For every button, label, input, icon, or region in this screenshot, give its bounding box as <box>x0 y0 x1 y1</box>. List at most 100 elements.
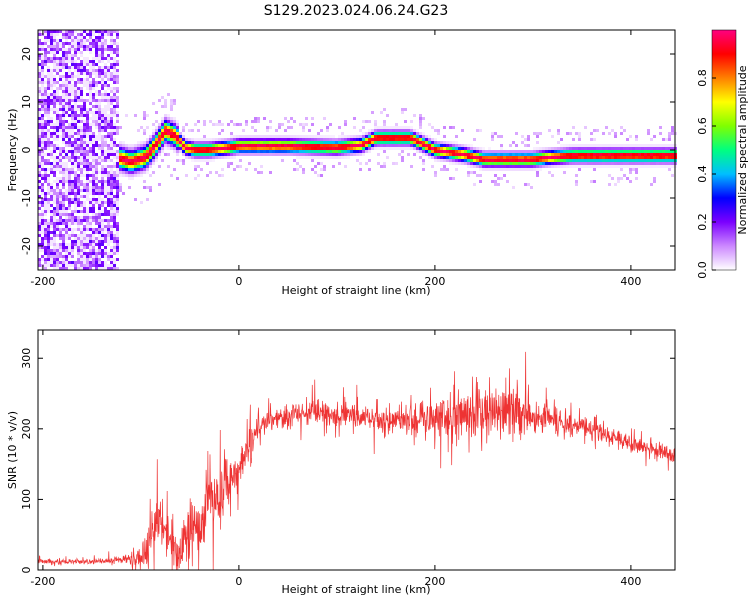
spectrogram-cell <box>95 252 98 255</box>
spectrogram-cell <box>242 147 245 150</box>
spectrogram-cell <box>524 162 527 165</box>
spectrogram-cell <box>332 147 335 150</box>
spectrogram-cell <box>347 138 350 141</box>
spectrogram-cell <box>98 234 101 237</box>
spectrogram-cell <box>44 225 47 228</box>
spectrogram-cell <box>254 117 257 120</box>
spectrogram-cell <box>68 96 71 99</box>
spectrogram-cell <box>92 141 95 144</box>
spectrogram-cell <box>362 138 365 141</box>
spectrogram-cell <box>155 156 158 159</box>
spectrogram-cell <box>62 114 65 117</box>
spectrogram-cell <box>74 99 77 102</box>
spectrogram-cell <box>44 255 47 258</box>
spectrogram-cell <box>92 135 95 138</box>
spectrogram-cell <box>422 162 425 165</box>
spectrogram-cell <box>431 147 434 150</box>
spectrogram-cell <box>197 120 200 123</box>
spectrogram-cell <box>539 150 542 153</box>
spectrogram-cell <box>62 180 65 183</box>
spectrogram-cell <box>116 144 119 147</box>
spectrogram-cell <box>50 135 53 138</box>
spectrogram-cell <box>134 168 137 171</box>
spectrogram-cell <box>170 123 173 126</box>
spectrogram-cell <box>386 129 389 132</box>
spectrogram-cell <box>362 150 365 153</box>
spectrogram-cell <box>233 144 236 147</box>
spectrogram-cell <box>401 150 404 153</box>
spectrogram-cell <box>656 150 659 153</box>
spectrogram-cell <box>110 174 113 177</box>
spectrogram-cell <box>623 156 626 159</box>
spectrogram-cell <box>56 201 59 204</box>
spectrogram-cell <box>68 51 71 54</box>
spectrogram-cell <box>62 186 65 189</box>
spectrogram-cell <box>104 69 107 72</box>
spectrogram-cell <box>176 123 179 126</box>
spectrogram-cell <box>278 147 281 150</box>
spectrogram-cell <box>524 144 527 147</box>
spectrogram-cell <box>656 156 659 159</box>
spectrogram-cell <box>623 174 626 177</box>
spectrogram-cell <box>50 78 53 81</box>
spectrogram-cell <box>62 177 65 180</box>
spectrogram-cell <box>350 144 353 147</box>
spectrogram-cell <box>65 36 68 39</box>
spectrogram-cell <box>50 48 53 51</box>
spectrogram-cell <box>380 132 383 135</box>
spectrogram-cell <box>551 156 554 159</box>
spectrogram-cell <box>80 90 83 93</box>
spectrogram-cell <box>95 135 98 138</box>
spectrogram-cell <box>194 168 197 171</box>
spectrogram-cell <box>119 168 122 171</box>
spectrogram-cell <box>62 93 65 96</box>
spectrogram-cell <box>110 168 113 171</box>
spectrogram-cell <box>104 39 107 42</box>
spectrogram-cell <box>59 75 62 78</box>
spectrogram-cell <box>158 150 161 153</box>
spectrogram-cell <box>83 147 86 150</box>
spectrogram-cell <box>41 177 44 180</box>
colorbar-label: Normalized spectral amplitude <box>736 65 749 234</box>
spectrogram-cell <box>113 177 116 180</box>
spectrogram-cell <box>86 180 89 183</box>
spectrogram-cell <box>143 132 146 135</box>
spectrogram-cell <box>299 156 302 159</box>
spectrogram-cell <box>506 162 509 165</box>
spectrogram-cell <box>116 48 119 51</box>
spectrogram-cell <box>545 156 548 159</box>
spectrogram-cell <box>200 150 203 153</box>
spectrogram-cell <box>626 138 629 141</box>
spectrogram-cell <box>47 117 50 120</box>
spectrogram-cell <box>107 75 110 78</box>
spectrogram-cell <box>635 156 638 159</box>
spectrogram-cell <box>65 267 68 270</box>
spectrogram-cell <box>65 207 68 210</box>
spectrogram-cell <box>569 144 572 147</box>
spectrogram-cell <box>65 126 68 129</box>
spectrogram-cell <box>647 156 650 159</box>
spectrogram-cell <box>662 162 665 165</box>
spectrogram-cell <box>170 138 173 141</box>
spectrogram-cell <box>383 138 386 141</box>
spectrogram-cell <box>386 141 389 144</box>
spectrogram-cell <box>77 36 80 39</box>
spectrogram-cell <box>101 177 104 180</box>
spectrogram-cell <box>86 108 89 111</box>
spectrogram-cell <box>41 57 44 60</box>
spectrogram-cell <box>104 72 107 75</box>
spectrogram-cell <box>74 87 77 90</box>
spectrogram-cell <box>74 183 77 186</box>
spectrogram-cell <box>593 150 596 153</box>
spectrogram-cell <box>83 153 86 156</box>
spectrogram-cell <box>545 147 548 150</box>
spectrogram-cell <box>131 177 134 180</box>
spectrogram-cell <box>71 162 74 165</box>
spectrogram-cell <box>341 141 344 144</box>
spectrogram-cell <box>230 147 233 150</box>
spectrogram-cell <box>404 147 407 150</box>
spectrogram-cell <box>515 168 518 171</box>
spectrogram-cell <box>548 162 551 165</box>
spectrogram-cell <box>167 93 170 96</box>
spectrogram-cell <box>59 207 62 210</box>
